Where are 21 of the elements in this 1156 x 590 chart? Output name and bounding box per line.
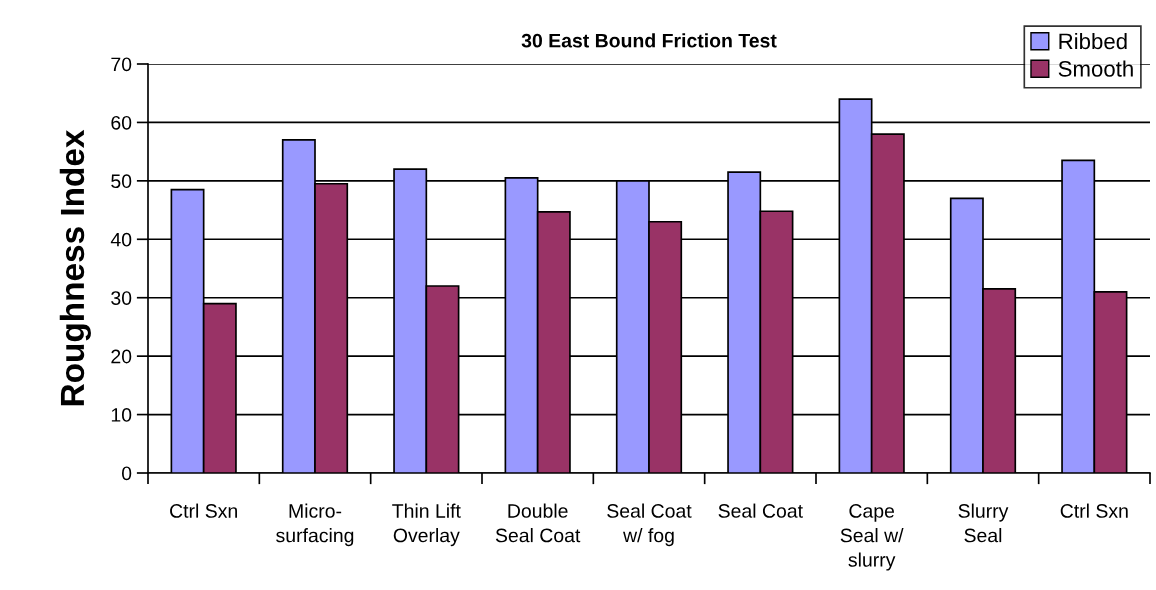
x-tick-label: Thin Lift Overlay — [392, 503, 461, 547]
y-tick-label: 30 — [111, 291, 132, 305]
y-tick-label: 10 — [111, 408, 132, 422]
legend-label: Ribbed — [1059, 32, 1127, 50]
x-tick-label: Micro- surfacing — [276, 503, 354, 547]
x-tick-label: Seal Coat — [718, 503, 803, 518]
legend-label: Smooth — [1058, 60, 1133, 77]
y-axis-title: Roughness Index — [59, 129, 91, 406]
y-tick-label: 60 — [111, 115, 132, 130]
y-tick-label: 70 — [111, 57, 132, 72]
x-tick-label: Ctrl Sxn — [1060, 503, 1128, 518]
y-tick-label: 0 — [121, 466, 132, 481]
chart-title: 30 East Bound Friction Test — [521, 33, 777, 48]
x-tick-label: Double Seal Coat — [495, 503, 581, 543]
y-tick-label: 40 — [110, 232, 132, 247]
x-tick-label: Seal Coat w/ fog — [607, 503, 692, 547]
y-tick-label: 50 — [111, 174, 132, 189]
y-tick-label: 20 — [111, 349, 132, 364]
x-tick-label: Cape Seal w/ slurry — [840, 504, 904, 571]
x-tick-label: Slurry Seal — [958, 503, 1009, 543]
x-tick-label: Ctrl Sxn — [170, 503, 237, 518]
